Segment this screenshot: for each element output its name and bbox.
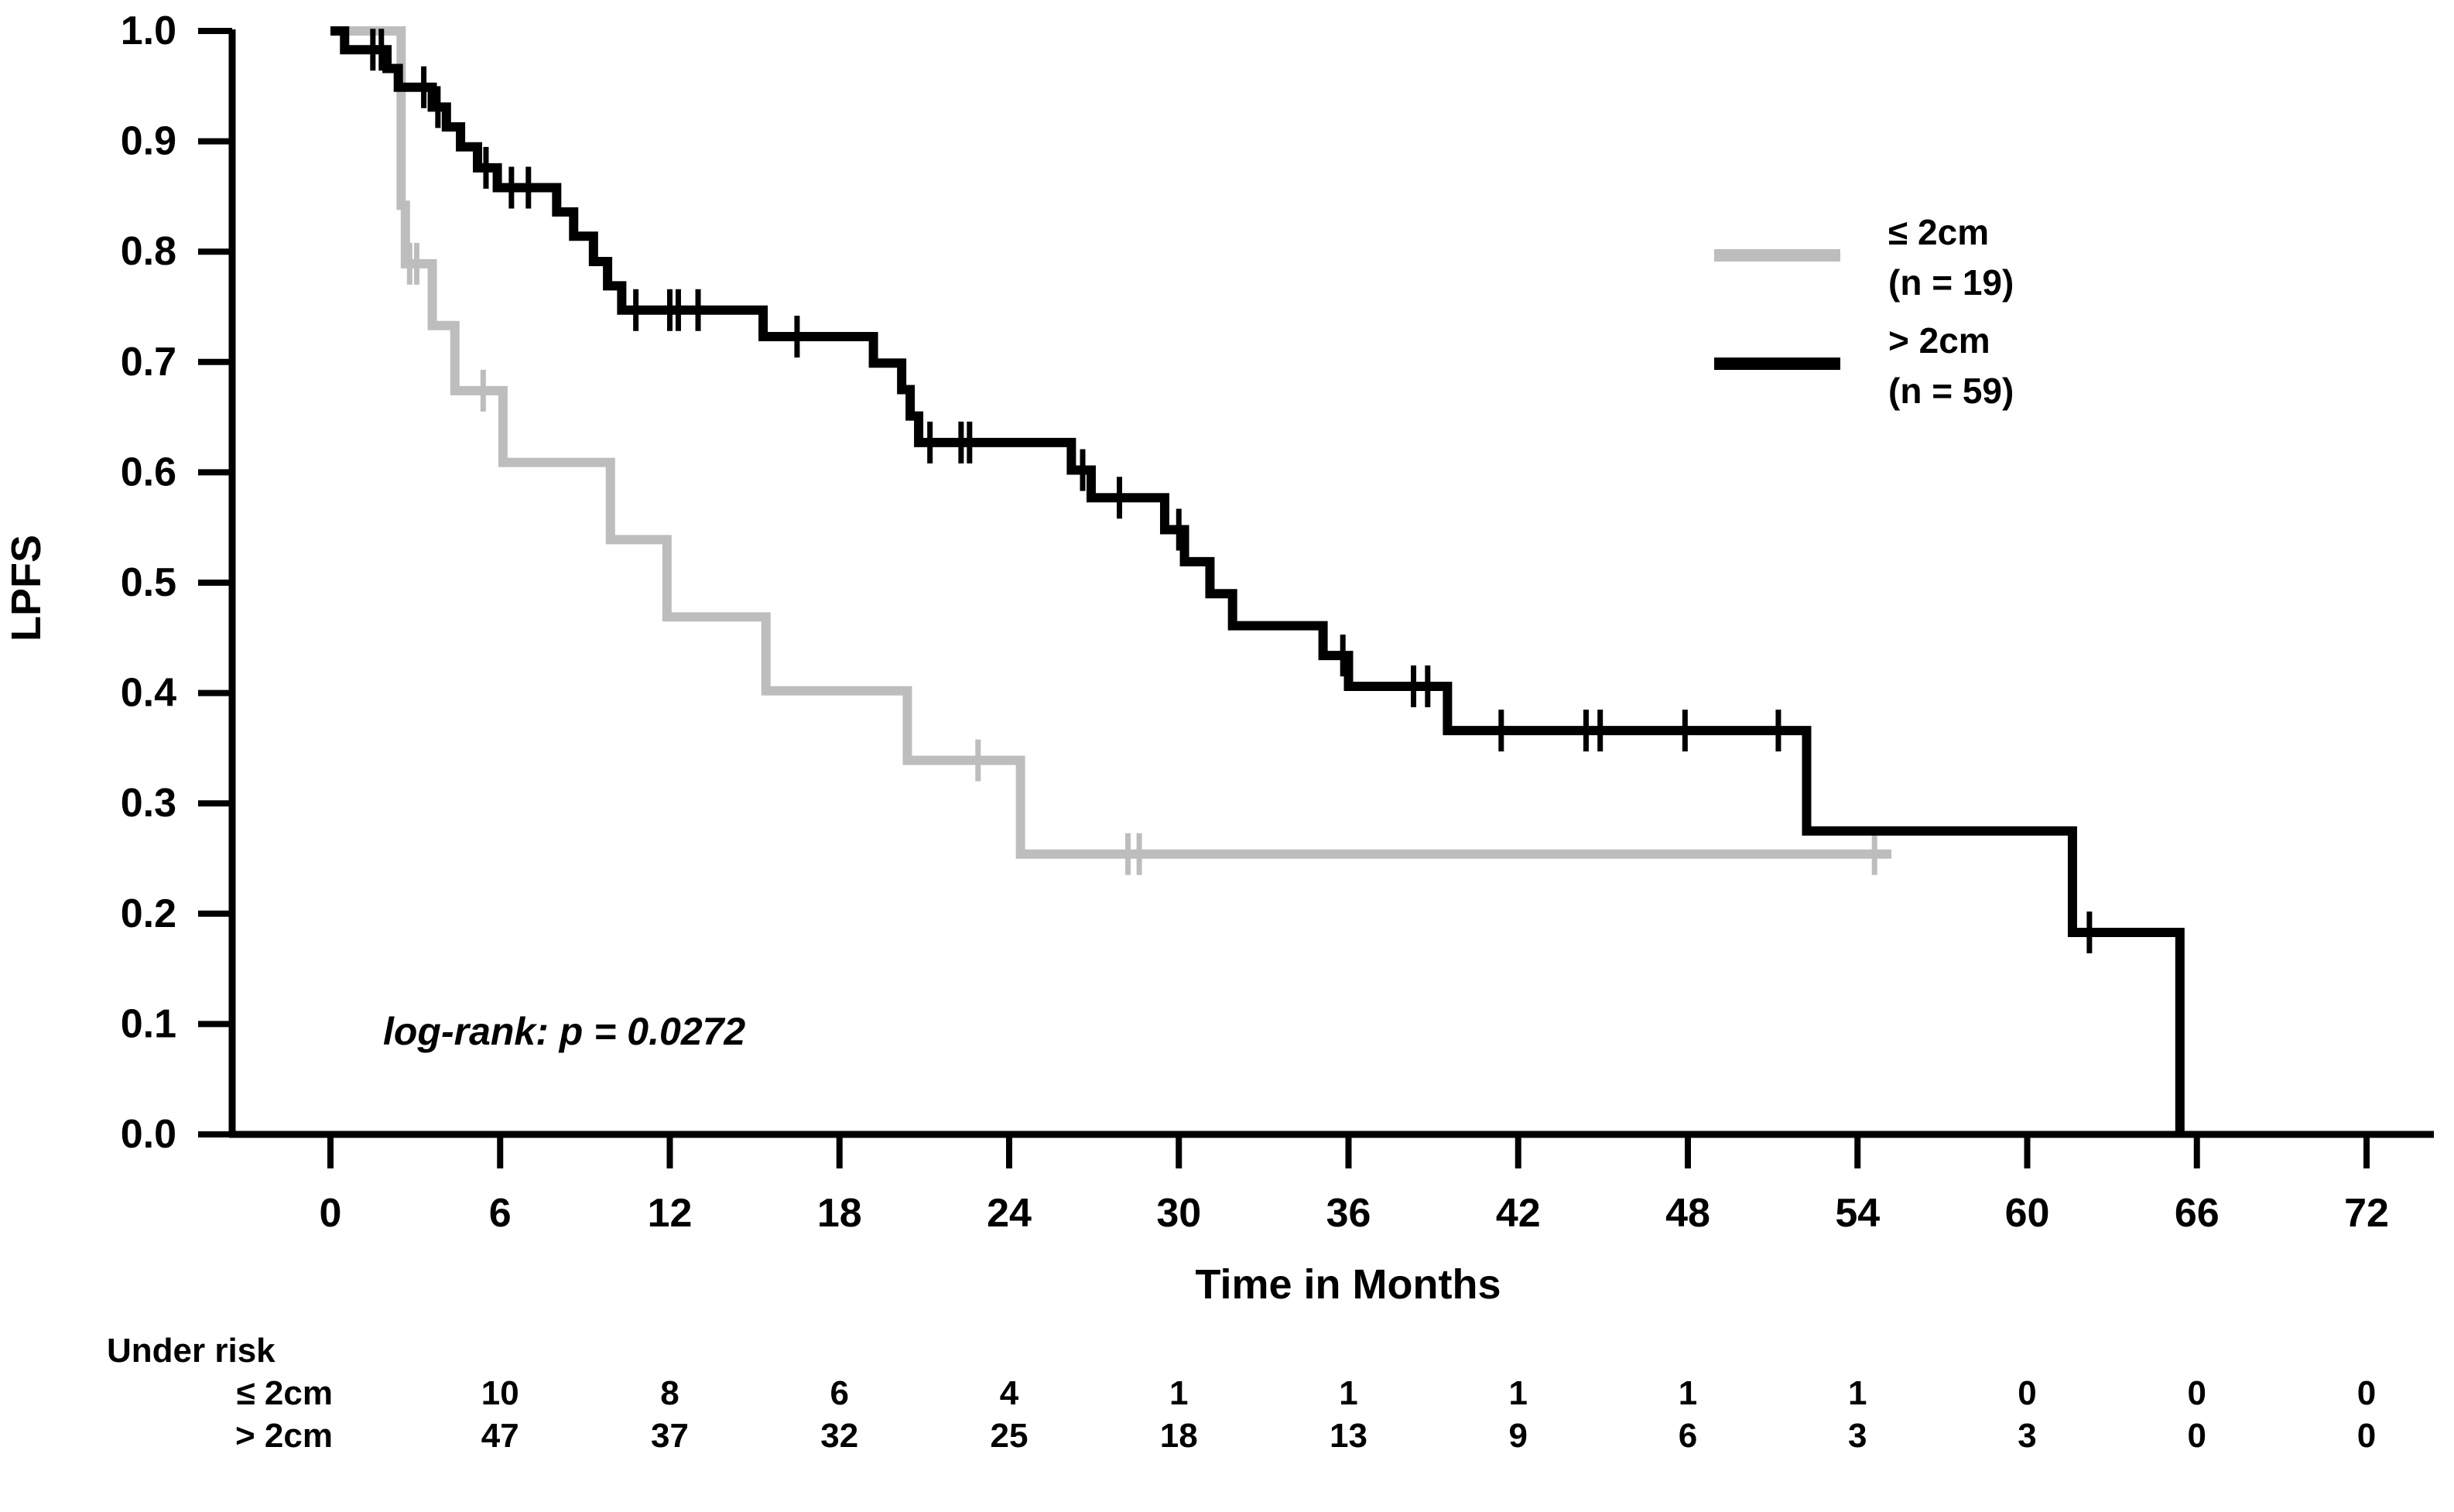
y-tick-label: 0.4 xyxy=(121,671,176,716)
x-tick-label: 72 xyxy=(2344,1191,2389,1236)
risk-value: 47 xyxy=(481,1417,519,1455)
risk-value: 13 xyxy=(1330,1417,1367,1455)
risk-value: 0 xyxy=(2357,1374,2376,1412)
y-tick-group: 0.0 0.1 0.2 0.3 0.4 0.5 0.6 0.7 0.8 0.9 1.0 xyxy=(121,9,232,1157)
y-tick-label: 0.1 xyxy=(121,1001,176,1046)
y-tick-label: 1.0 xyxy=(121,9,176,53)
logrank-pvalue-annotation: log-rank: p = 0.0272 xyxy=(383,1010,745,1053)
legend-n-gt2cm: (n = 59) xyxy=(1888,371,2014,411)
legend-label-le2cm: ≤ 2cm xyxy=(1888,212,1989,252)
y-tick-label: 0.9 xyxy=(121,119,176,164)
y-axis: 0.0 0.1 0.2 0.3 0.4 0.5 0.6 0.7 0.8 0.9 1.0 xyxy=(121,9,236,1157)
risk-table-title: Under risk xyxy=(107,1332,276,1370)
risk-value: 37 xyxy=(651,1417,689,1455)
legend-label-gt2cm: > 2cm xyxy=(1888,320,1990,361)
risk-value: 3 xyxy=(1848,1417,1867,1455)
x-tick-label: 66 xyxy=(2175,1191,2220,1236)
x-tick-group: 0 6 12 18 24 30 36 42 48 54 60 66 72 xyxy=(320,1134,2389,1236)
legend: ≤ 2cm (n = 19) > 2cm (n = 59) xyxy=(1714,212,2014,411)
risk-value: 3 xyxy=(2018,1417,2036,1455)
risk-value: 1 xyxy=(1339,1374,1357,1412)
y-tick-label: 0.7 xyxy=(121,340,176,385)
y-tick-label: 0.6 xyxy=(121,450,176,494)
risk-value: 1 xyxy=(1679,1374,1697,1412)
x-tick-label: 36 xyxy=(1326,1191,1371,1236)
risk-value: 9 xyxy=(1509,1417,1528,1455)
risk-value: 1 xyxy=(1509,1374,1528,1412)
x-axis: 0 6 12 18 24 30 36 42 48 54 60 66 72 xyxy=(229,1131,2434,1236)
risk-value: 8 xyxy=(660,1374,679,1412)
x-tick-label: 0 xyxy=(320,1191,342,1236)
x-tick-label: 54 xyxy=(1835,1191,1880,1236)
risk-value: 18 xyxy=(1160,1417,1198,1455)
risk-value: 32 xyxy=(820,1417,858,1455)
x-tick-label: 24 xyxy=(987,1191,1032,1236)
survival-curves xyxy=(330,26,2185,1134)
risk-value: 6 xyxy=(830,1374,849,1412)
y-tick-label: 0.2 xyxy=(121,891,176,936)
x-tick-label: 30 xyxy=(1156,1191,1201,1236)
y-tick-label: 0.3 xyxy=(121,781,176,826)
risk-value: 0 xyxy=(2018,1374,2036,1412)
risk-value: 25 xyxy=(991,1417,1028,1455)
survival-curve-le2cm xyxy=(330,26,1892,859)
x-tick-label: 42 xyxy=(1496,1191,1541,1236)
risk-value: 1 xyxy=(1169,1374,1188,1412)
y-axis-title: LPFS xyxy=(3,535,50,641)
risk-value: 1 xyxy=(1848,1374,1867,1412)
x-tick-label: 6 xyxy=(489,1191,512,1236)
legend-n-le2cm: (n = 19) xyxy=(1888,262,2014,303)
risk-value-group: 10 8 6 4 1 1 1 1 1 0 0 047 37 32 25 18 13 9 6 3 3 0 0 xyxy=(481,1374,2376,1455)
risk-value: 0 xyxy=(2188,1417,2206,1455)
risk-value: 6 xyxy=(1679,1417,1697,1455)
risk-value: 0 xyxy=(2357,1417,2376,1455)
x-tick-label: 60 xyxy=(2005,1191,2050,1236)
risk-row-label-gt2cm: > 2cm xyxy=(235,1417,333,1455)
risk-value: 4 xyxy=(1000,1374,1019,1412)
x-tick-label: 12 xyxy=(648,1191,693,1236)
risk-value: 0 xyxy=(2188,1374,2206,1412)
y-tick-label: 0.5 xyxy=(121,560,176,605)
x-tick-label: 48 xyxy=(1665,1191,1710,1236)
survival-curve-gt2cm xyxy=(330,26,2185,1134)
risk-row-label-le2cm: ≤ 2cm xyxy=(237,1374,333,1412)
y-tick-label: 0.0 xyxy=(121,1112,176,1157)
x-axis-title: Time in Months xyxy=(1195,1261,1501,1308)
y-tick-label: 0.8 xyxy=(121,229,176,274)
risk-table: Under risk ≤ 2cm > 2cm 10 8 6 4 1 1 1 1 1 0 0 047 37… xyxy=(107,1332,2376,1455)
x-tick-label: 18 xyxy=(817,1191,862,1236)
risk-value: 10 xyxy=(481,1374,519,1412)
